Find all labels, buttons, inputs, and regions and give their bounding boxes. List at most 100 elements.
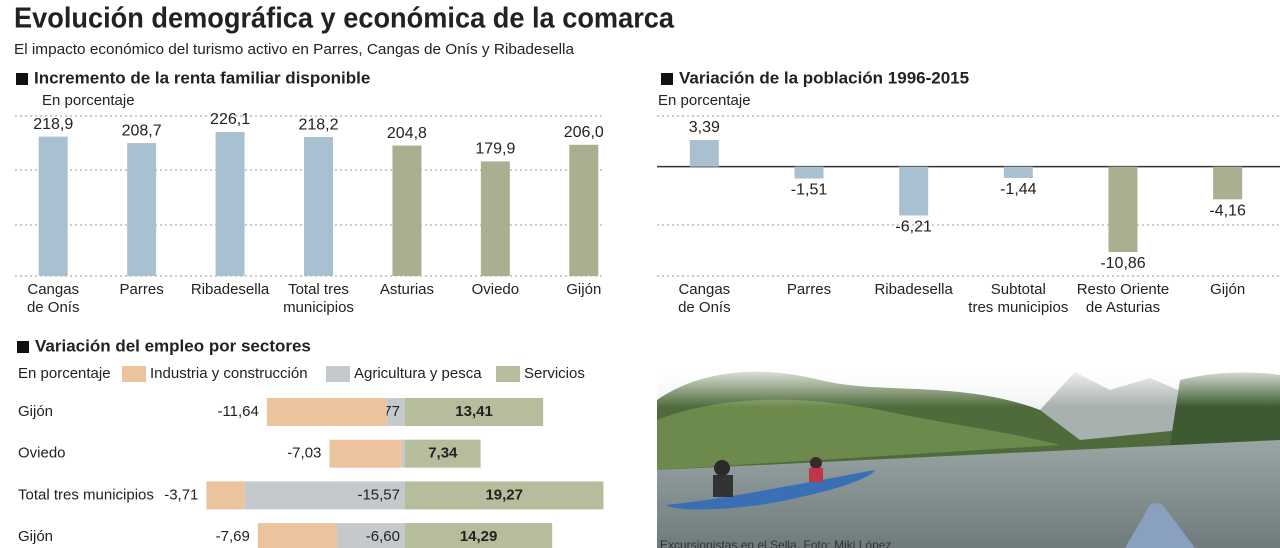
text-line: Cangas [678,281,730,298]
text-line: Total tres [288,281,349,298]
bar [304,137,333,276]
photo-fade [657,362,1280,407]
bar [689,140,719,167]
bar-segment [244,481,405,510]
text-line: municipios [283,299,354,316]
x-tick-label: Parres [787,281,831,298]
value-label: -7,03 [287,445,321,462]
x-tick-label: Cangas de Onís [27,281,80,316]
bar-segment [405,398,544,426]
legend-label: Industria y construcción [150,365,308,382]
bar-segment [405,481,604,510]
x-tick-label: Parres [120,281,164,298]
category-label: Gijón [18,528,53,545]
text-line: Cangas [27,281,79,298]
value-label: -3,71 [164,486,198,503]
legend-swatch [326,366,350,382]
chart-title: Incremento de la renta familiar disponib… [34,68,370,87]
value-label: -4,16 [1209,203,1246,220]
bar-segment [386,398,405,426]
x-tick-label: Ribadesella [874,281,953,298]
legend-label: Agricultura y pesca [354,365,482,382]
value-label: -6,21 [895,219,932,236]
value-label: 7,34 [428,445,458,462]
photo-caption: Excursionistas en el Sella. Foto: Miki L… [660,538,891,548]
bar [899,166,929,216]
bar [127,143,157,276]
photo-paddler [809,468,823,482]
value-label: -6,60 [366,528,400,545]
bar-segment [257,523,338,548]
bar-segment [337,523,405,548]
chart-title: Variación del empleo por sectores [35,336,311,355]
text-line: tres municipios [968,299,1068,316]
x-tick-label: Gijón [1210,281,1245,298]
value-label: 206,0 [564,124,604,141]
bar [794,166,824,179]
value-label: 13,41 [455,403,493,420]
value-label: 179,9 [475,141,515,158]
bar-segment [405,439,481,468]
value-label: -7,69 [216,528,250,545]
bar [1213,166,1243,200]
value-label: -1,51 [791,182,828,199]
x-tick-label: Resto Oriente de Asturias [1077,281,1170,316]
value-label: 218,2 [298,116,338,133]
x-tick-label: Total tres municipios [283,281,354,316]
legend-swatch [122,366,146,382]
x-tick-label: Subtotal tres municipios [968,281,1068,316]
value-label: 208,7 [122,122,162,139]
bar [480,161,510,276]
photo-paddler [713,475,733,497]
bar [569,144,599,276]
legend-label: Servicios [524,365,585,382]
page-subtitle: El impacto económico del turismo activo … [14,41,575,58]
x-tick-label: Asturias [380,281,434,298]
photo-forest [657,399,1060,470]
bar [392,145,422,276]
text-line: Subtotal [991,281,1046,298]
photo [657,362,1280,548]
value-label: 14,29 [460,528,498,545]
x-tick-label: Cangas de Onís [678,281,731,316]
chart-title: Variación de la población 1996-2015 [679,68,969,87]
bar [38,136,68,276]
value-label: 218,9 [33,116,73,133]
heading-square [17,341,29,353]
page-title: Evolución demográfica y económica de la … [14,3,675,35]
value-label: -1,44 [1000,181,1037,198]
axis-unit: En porcentaje [42,92,135,109]
x-tick-label: Gijón [566,281,601,298]
bar [1003,166,1033,178]
bar-segment [266,398,387,426]
heading-square [16,73,28,85]
value-label: -10,86 [1100,255,1145,272]
text-line: de Asturias [1086,299,1160,316]
category-label: Gijón [18,403,53,420]
text-line: de Onís [678,299,731,316]
text-line: Resto Oriente [1077,281,1170,298]
bar [1108,166,1138,252]
bar-segment [206,481,245,510]
value-label: 19,27 [485,486,523,503]
x-tick-label: Ribadesella [191,281,270,298]
value-label: 204,8 [387,125,427,142]
heading-square [661,73,673,85]
axis-unit: En porcentaje [18,365,111,382]
value-label: -11,64 [217,403,258,420]
category-label: Oviedo [18,445,66,462]
value-label: 3,39 [689,119,720,136]
photo-paddler [714,460,730,476]
x-tick-label: Oviedo [472,281,520,298]
value-label: -15,57 [357,486,400,503]
bar-segment [401,439,405,468]
photo-paddler [810,457,822,469]
bar-segment [405,523,553,548]
axis-unit: En porcentaje [658,92,751,109]
bar [215,132,245,276]
legend-swatch [496,366,520,382]
value-label: 226,1 [210,111,250,128]
photo-kayak-bow [1125,503,1195,548]
bar-segment [329,439,402,468]
